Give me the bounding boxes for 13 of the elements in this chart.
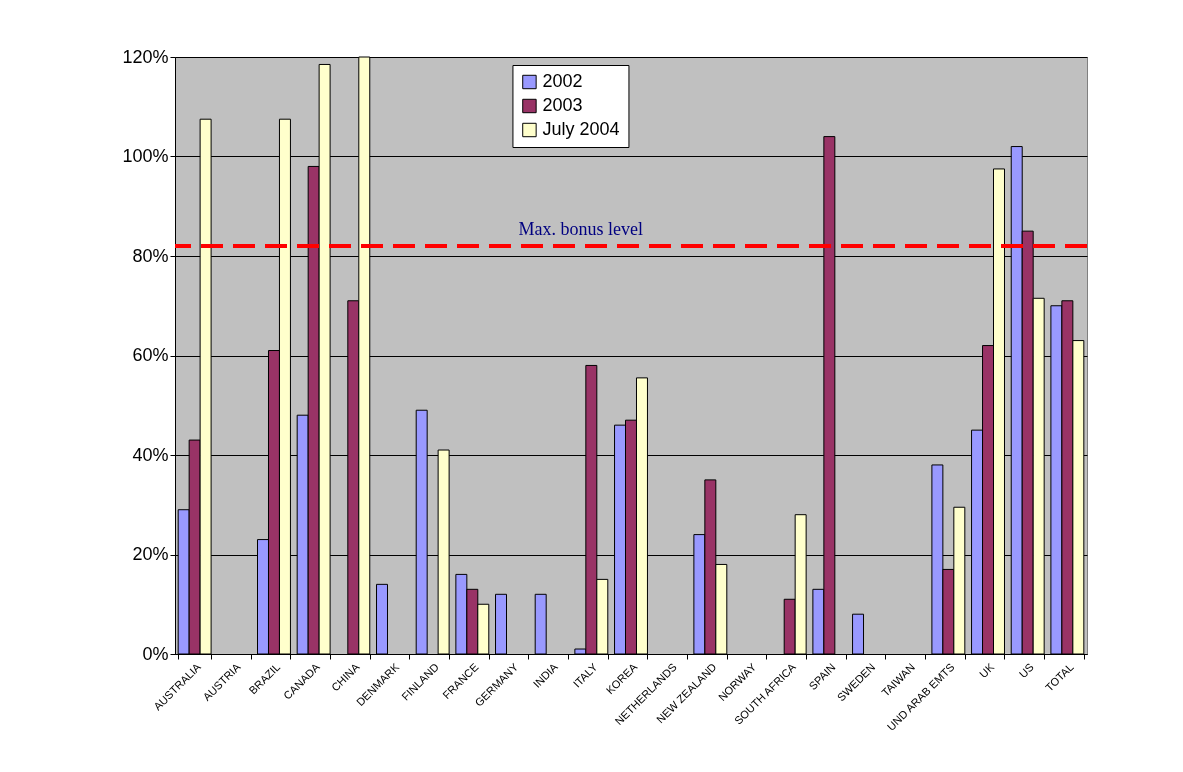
y-tick-label: 60% [132,345,169,365]
x-tick-label: US [1016,660,1036,681]
y-tick-label: 100% [122,146,169,166]
ref-line-label: Max. bonus level [518,219,644,240]
y-tick-label: 40% [132,444,169,465]
legend-label: 2003 [542,95,583,115]
y-tick-label: 80% [132,245,169,266]
x-tick-label: UK [977,660,997,681]
y-tick-label: 0% [142,643,169,664]
y-tick-label: 20% [132,544,169,564]
legend-label: 2002 [542,71,583,91]
legend-label: July 2004 [542,119,620,139]
y-tick-label: 120% [122,46,169,67]
